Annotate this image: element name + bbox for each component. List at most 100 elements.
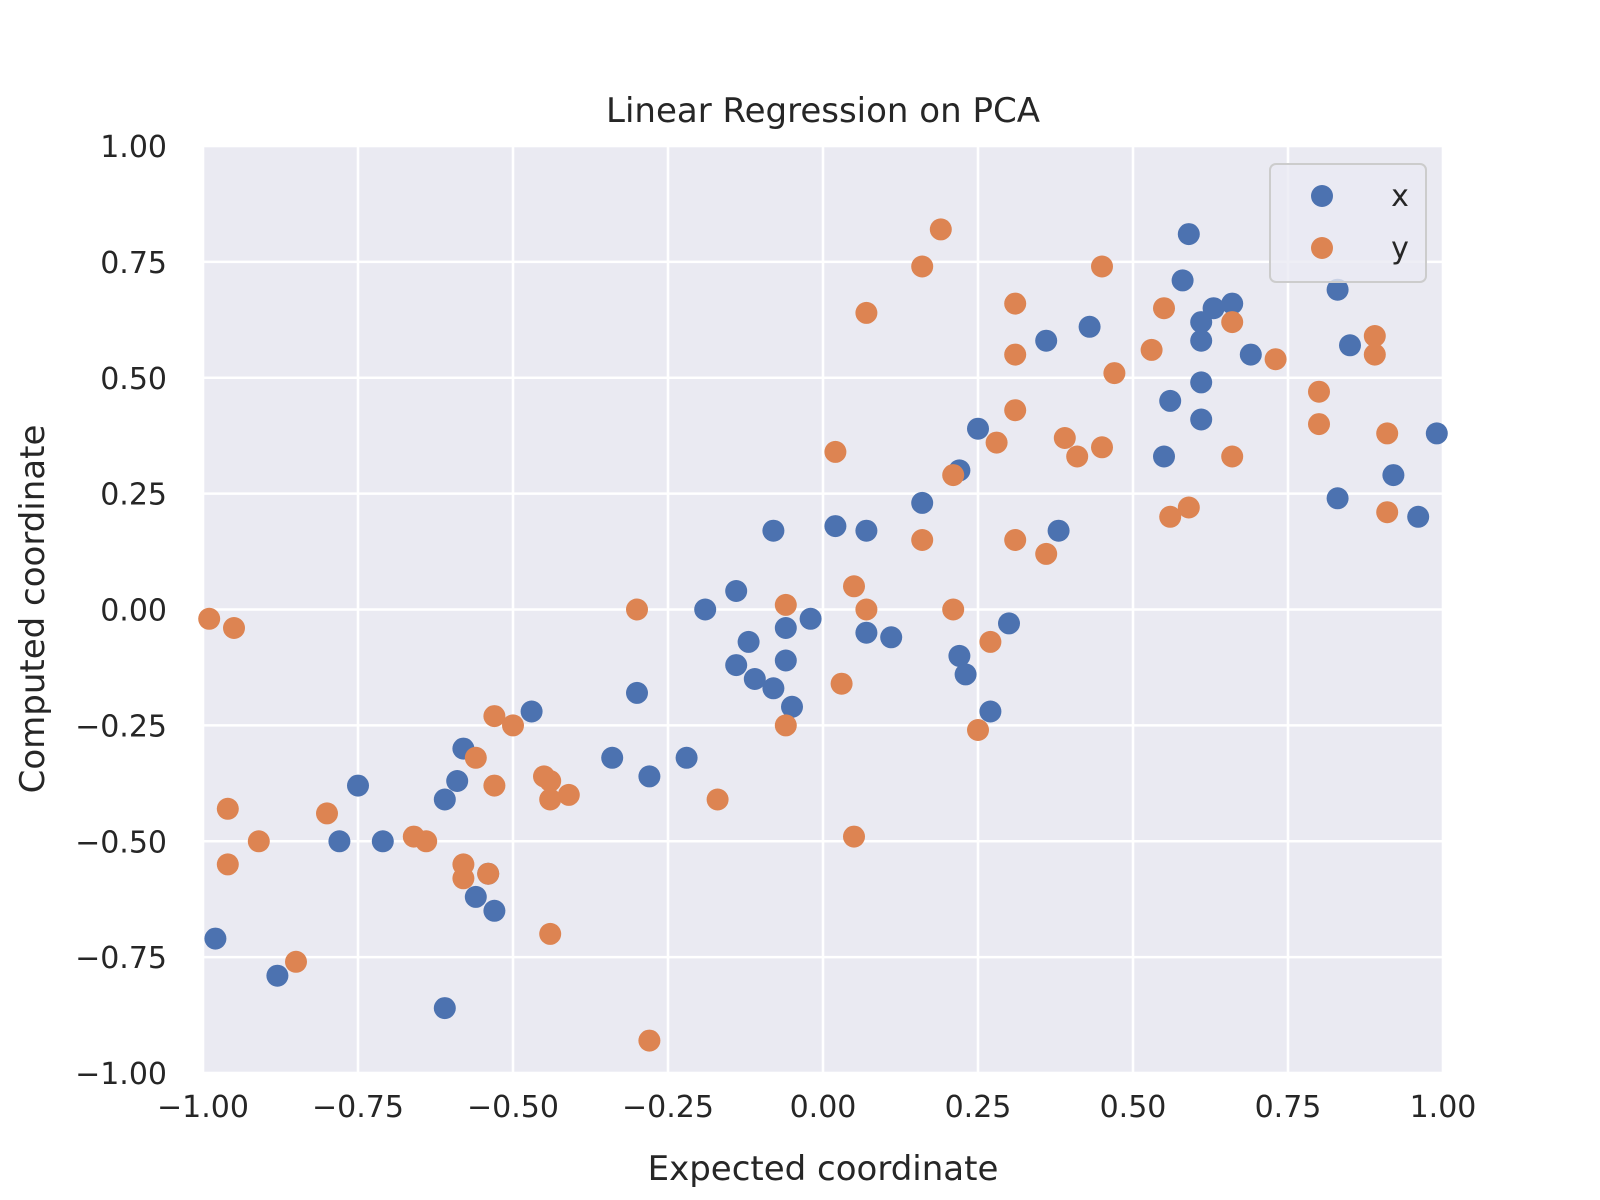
- data-point-y: [216, 797, 239, 820]
- data-point-y: [1091, 436, 1113, 459]
- data-point-y: [967, 719, 989, 741]
- data-point-y: [557, 783, 580, 806]
- x-tick-label: 0.50: [1100, 1090, 1167, 1125]
- data-point-x: [911, 491, 934, 514]
- data-point-y: [626, 598, 648, 621]
- data-point-x: [774, 617, 797, 639]
- data-point-x: [328, 830, 351, 853]
- data-point-y: [1004, 399, 1027, 422]
- y-tick-label: 1.00: [100, 130, 167, 165]
- data-point-y: [942, 464, 965, 487]
- data-point-x: [1159, 389, 1182, 412]
- data-point-x: [880, 626, 903, 649]
- data-point-x: [1153, 445, 1175, 468]
- data-point-x: [204, 927, 227, 950]
- data-point-y: [539, 770, 562, 792]
- data-point-y: [855, 598, 878, 621]
- legend-label-y: y: [1391, 231, 1409, 266]
- data-point-y: [911, 529, 934, 551]
- data-point-x: [1382, 464, 1405, 487]
- data-point-x: [824, 515, 847, 538]
- y-tick-label: 0.75: [100, 246, 167, 281]
- data-point-y: [911, 255, 934, 278]
- data-point-y: [1308, 380, 1330, 403]
- data-point-x: [638, 765, 661, 788]
- data-point-x: [1047, 519, 1070, 542]
- y-tick-label: 0.00: [100, 594, 167, 629]
- data-point-y: [1004, 292, 1027, 315]
- data-point-y: [1376, 422, 1399, 445]
- data-point-x: [774, 649, 797, 672]
- data-point-y: [929, 218, 952, 241]
- data-point-x: [433, 997, 456, 1020]
- data-point-x: [1035, 329, 1058, 352]
- data-point-y: [285, 950, 307, 973]
- data-point-y: [1140, 338, 1163, 361]
- y-tick-label: 0.50: [100, 362, 167, 397]
- data-point-x: [483, 899, 506, 922]
- data-point-x: [743, 668, 766, 690]
- data-point-y: [539, 788, 562, 811]
- data-point-y: [1177, 496, 1200, 519]
- data-point-x: [1221, 292, 1244, 315]
- data-point-y: [1264, 348, 1287, 371]
- data-point-x: [1326, 278, 1349, 301]
- data-point-y: [198, 607, 221, 630]
- data-point-x: [1239, 343, 1262, 366]
- data-point-y: [843, 575, 865, 598]
- data-point-x: [737, 630, 760, 653]
- legend-label-x: x: [1391, 179, 1409, 214]
- x-tick-label: −0.75: [312, 1090, 404, 1125]
- data-point-x: [725, 654, 748, 677]
- data-point-y: [985, 431, 1008, 454]
- legend: x y: [1269, 163, 1427, 283]
- data-point-y: [1004, 529, 1027, 551]
- data-point-x: [1190, 408, 1213, 431]
- data-point-y: [1221, 445, 1244, 468]
- x-tick-label: 0.25: [945, 1090, 1012, 1125]
- data-point-x: [446, 770, 469, 792]
- data-point-x: [1177, 223, 1200, 246]
- data-point-x: [626, 681, 648, 704]
- data-point-x: [781, 695, 803, 718]
- data-point-y: [774, 593, 797, 616]
- data-point-y: [216, 853, 239, 876]
- legend-marker-y: [1311, 237, 1333, 259]
- x-tick-label: 0.00: [790, 1090, 857, 1125]
- data-point-y: [1066, 445, 1089, 468]
- data-point-y: [247, 830, 270, 853]
- data-point-x: [433, 788, 456, 811]
- y-tick-label: −0.50: [75, 825, 167, 860]
- y-tick-label: −1.00: [75, 1057, 167, 1092]
- data-point-y: [824, 440, 847, 463]
- data-point-x: [948, 644, 971, 667]
- y-tick-label: −0.75: [75, 941, 167, 976]
- data-point-y: [1153, 297, 1175, 320]
- y-axis-label: Computed coordinate: [13, 425, 53, 794]
- data-point-y: [415, 830, 438, 853]
- data-point-y: [942, 598, 965, 621]
- data-point-y: [1091, 255, 1113, 278]
- data-point-y: [1159, 505, 1182, 528]
- data-point-y: [1035, 542, 1058, 565]
- data-point-x: [601, 746, 624, 769]
- x-tick-label: 1.00: [1410, 1090, 1477, 1125]
- legend-marker-x: [1311, 185, 1333, 207]
- y-tick-labels: −1.00 −0.75 −0.50 −0.25 0.00 0.25 0.50 0.75 1.00: [75, 130, 167, 1092]
- legend-box: [1269, 163, 1427, 283]
- data-point-y: [638, 1029, 661, 1052]
- data-point-x: [1202, 297, 1225, 320]
- data-point-y: [1103, 362, 1126, 385]
- data-point-y: [706, 788, 729, 811]
- data-point-y: [483, 705, 506, 728]
- data-point-y: [539, 922, 562, 945]
- data-point-x: [464, 885, 487, 908]
- data-point-x: [1171, 269, 1194, 292]
- data-point-x: [1326, 487, 1349, 510]
- x-tick-label: −1.00: [157, 1090, 249, 1125]
- data-point-x: [371, 830, 394, 853]
- chart-title: Linear Regression on PCA: [606, 91, 1040, 131]
- y-tick-label: −0.25: [75, 709, 167, 744]
- data-point-y: [1376, 501, 1399, 524]
